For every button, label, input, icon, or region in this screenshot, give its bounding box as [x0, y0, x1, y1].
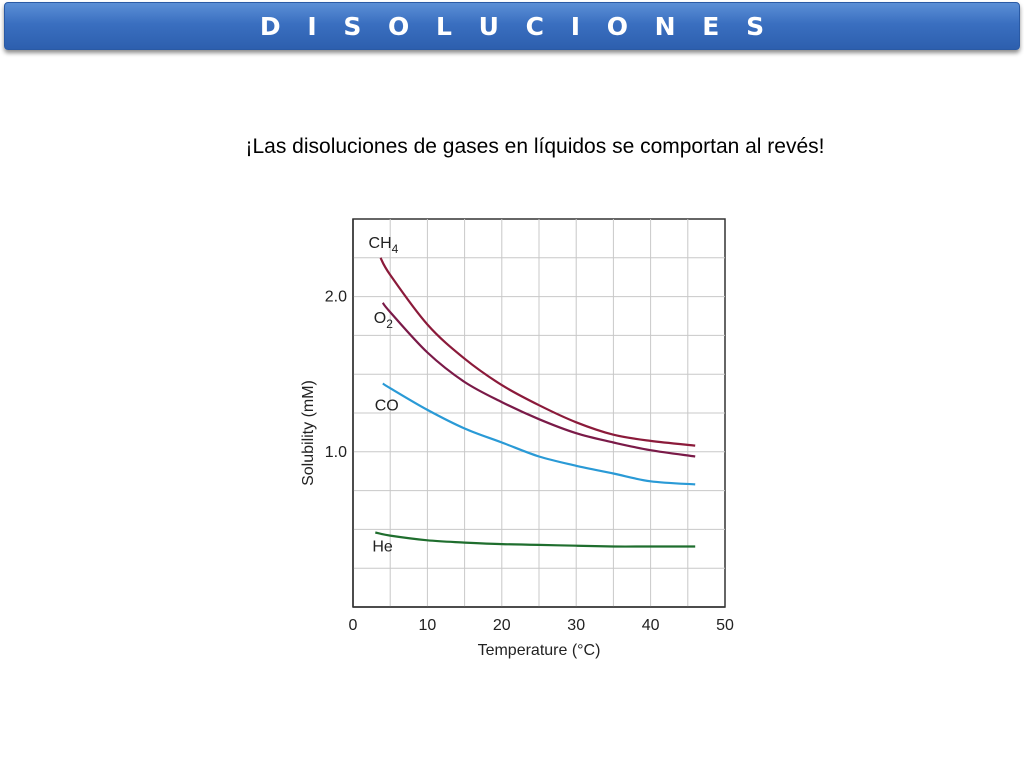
y-tick-label: 2.0 — [325, 289, 347, 306]
x-tick-label: 30 — [567, 617, 585, 634]
title-bar: D I S O L U C I O N E S — [4, 2, 1020, 50]
series-label-he: He — [372, 539, 393, 556]
y-axis-label: Solubility (mM) — [300, 380, 317, 486]
series-lines — [375, 257, 696, 548]
x-tick-label: 10 — [419, 617, 437, 634]
x-axis-label: Temperature (°C) — [478, 642, 601, 659]
series-line-ch4 — [379, 257, 696, 447]
x-tick-label: 20 — [493, 617, 511, 634]
series-label-co: CO — [375, 398, 399, 415]
series-label-ch4: CH4 — [369, 235, 399, 256]
x-tick-label: 50 — [716, 617, 734, 634]
series-line-co — [382, 382, 696, 486]
grid — [353, 219, 725, 607]
x-tick-label: 0 — [349, 617, 358, 634]
y-tick-label: 1.0 — [325, 444, 347, 461]
slide-subtitle: ¡Las disoluciones de gases en líquidos s… — [245, 135, 825, 158]
slide-title: D I S O L U C I O N E S — [259, 11, 774, 41]
series-line-he — [375, 531, 696, 548]
axes: 0 10 20 30 40 50 1.0 2.0 — [325, 219, 734, 634]
x-tick-label: 40 — [642, 617, 660, 634]
series-line-o2 — [381, 302, 696, 458]
